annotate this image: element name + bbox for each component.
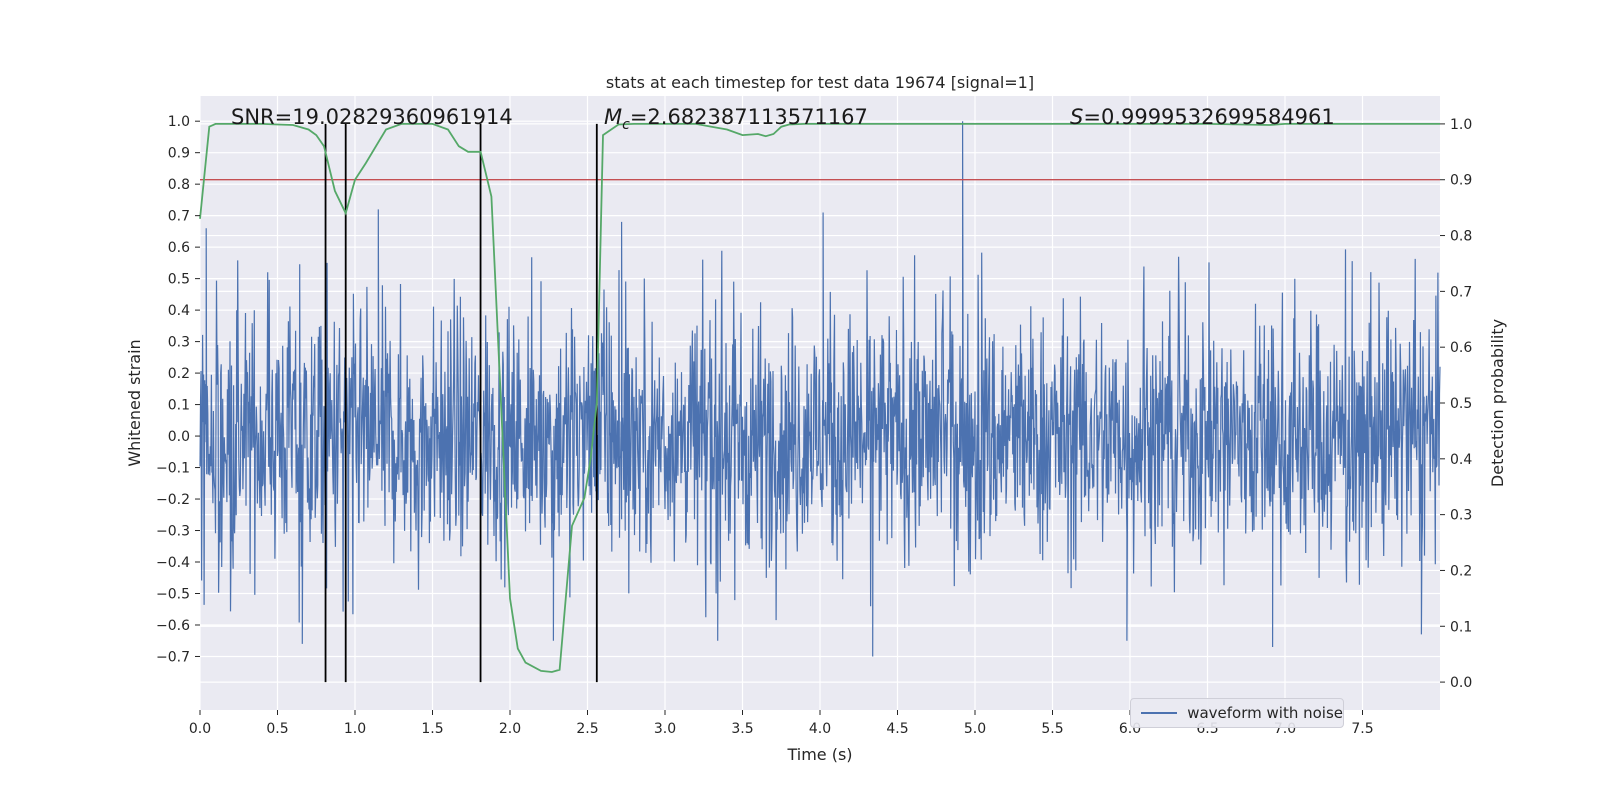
- probability-line: [199, 123, 1440, 673]
- y-left-tick-label: −0.7: [156, 649, 190, 665]
- legend-line-swatch: [1141, 712, 1178, 714]
- legend: waveform with noise: [1130, 698, 1344, 728]
- y-left-tick-label: 0.4: [168, 303, 190, 319]
- x-tick-label: 7.5: [1351, 721, 1373, 737]
- probability-series: [199, 123, 1440, 673]
- y-left-tick-labels: 1.0 0.9 0.8 0.7 0.6 0.5 0.4 0.3 0.2 0.1 0.0 −0.1 −0.…: [156, 114, 200, 665]
- y-axis-label-left: Whitened strain: [125, 339, 144, 466]
- y-left-tick-label: 0.1: [168, 398, 190, 414]
- x-tick-label: 4.5: [886, 721, 908, 737]
- y-right-tick-label: 0.3: [1450, 508, 1472, 524]
- snr-annotation: SNR=19.02829360961914: [231, 105, 513, 129]
- x-tick-labels: 0.0 0.5 1.0 1.5 2.0 2.5 3.0 3.5 4.0 4.5 5.0 5.5 6.0 6…: [189, 710, 1374, 737]
- y-right-tick-label: 0.5: [1450, 396, 1472, 412]
- y-right-tick-label: 0.4: [1450, 452, 1472, 468]
- y-right-tick-label: 1.0: [1450, 117, 1472, 133]
- x-tick-label: 1.0: [344, 721, 366, 737]
- y-left-tick-label: 0.6: [168, 240, 190, 256]
- y-left-tick-label: −0.6: [156, 618, 190, 634]
- chirp-mass-value: =2.682387113571167: [630, 105, 868, 129]
- y-left-tick-label: 0.0: [168, 429, 190, 445]
- strain-line: [199, 121, 1441, 657]
- y-left-tick-label: −0.5: [156, 586, 190, 602]
- chirp-mass-symbol: M: [604, 105, 622, 129]
- chirp-mass-subscript: c: [622, 117, 630, 133]
- y-left-tick-label: −0.4: [156, 555, 190, 571]
- x-tick-label: 2.5: [576, 721, 598, 737]
- chirp-mass-annotation: Mc=2.682387113571167: [604, 105, 868, 133]
- y-left-tick-label: −0.1: [156, 461, 190, 477]
- y-left-tick-label: 0.9: [168, 146, 190, 162]
- score-annotation: S=0.9999532699584961: [1070, 105, 1335, 129]
- y-left-tick-label: 0.7: [168, 209, 190, 225]
- x-tick-label: 3.0: [654, 721, 676, 737]
- y-right-tick-label: 0.9: [1450, 173, 1472, 189]
- y-right-tick-label: 0.8: [1450, 229, 1472, 245]
- y-left-tick-label: 0.5: [168, 272, 190, 288]
- y-left-tick-label: 0.8: [168, 177, 190, 193]
- y-right-tick-label: 0.0: [1450, 675, 1472, 691]
- y-left-tick-label: 1.0: [168, 114, 190, 130]
- x-tick-label: 4.0: [809, 721, 831, 737]
- x-tick-label: 5.5: [1041, 721, 1063, 737]
- score-symbol: S: [1070, 105, 1083, 129]
- x-tick-label: 1.5: [421, 721, 443, 737]
- y-right-tick-label: 0.6: [1450, 340, 1472, 356]
- x-tick-label: 0.0: [189, 721, 211, 737]
- y-right-tick-labels: 1.0 0.9 0.8 0.7 0.6 0.5 0.4 0.3 0.2 0.1 0.0: [1440, 117, 1472, 691]
- y-left-tick-label: −0.3: [156, 524, 190, 540]
- x-tick-label: 5.0: [964, 721, 986, 737]
- x-tick-label: 0.5: [266, 721, 288, 737]
- y-left-tick-label: 0.3: [168, 335, 190, 351]
- y-left-tick-label: −0.2: [156, 492, 190, 508]
- y-right-tick-label: 0.7: [1450, 284, 1472, 300]
- chart-title: stats at each timestep for test data 196…: [606, 73, 1034, 92]
- y-left-tick-label: 0.2: [168, 366, 190, 382]
- score-value: =0.9999532699584961: [1083, 105, 1334, 129]
- strain-series: [199, 121, 1441, 657]
- x-tick-label: 3.5: [731, 721, 753, 737]
- legend-label: waveform with noise: [1187, 704, 1343, 722]
- x-tick-label: 2.0: [499, 721, 521, 737]
- y-right-tick-label: 0.1: [1450, 619, 1472, 635]
- y-axis-label-right: Detection probability: [1488, 319, 1507, 487]
- x-axis-label: Time (s): [786, 745, 852, 764]
- y-right-tick-label: 0.2: [1450, 563, 1472, 579]
